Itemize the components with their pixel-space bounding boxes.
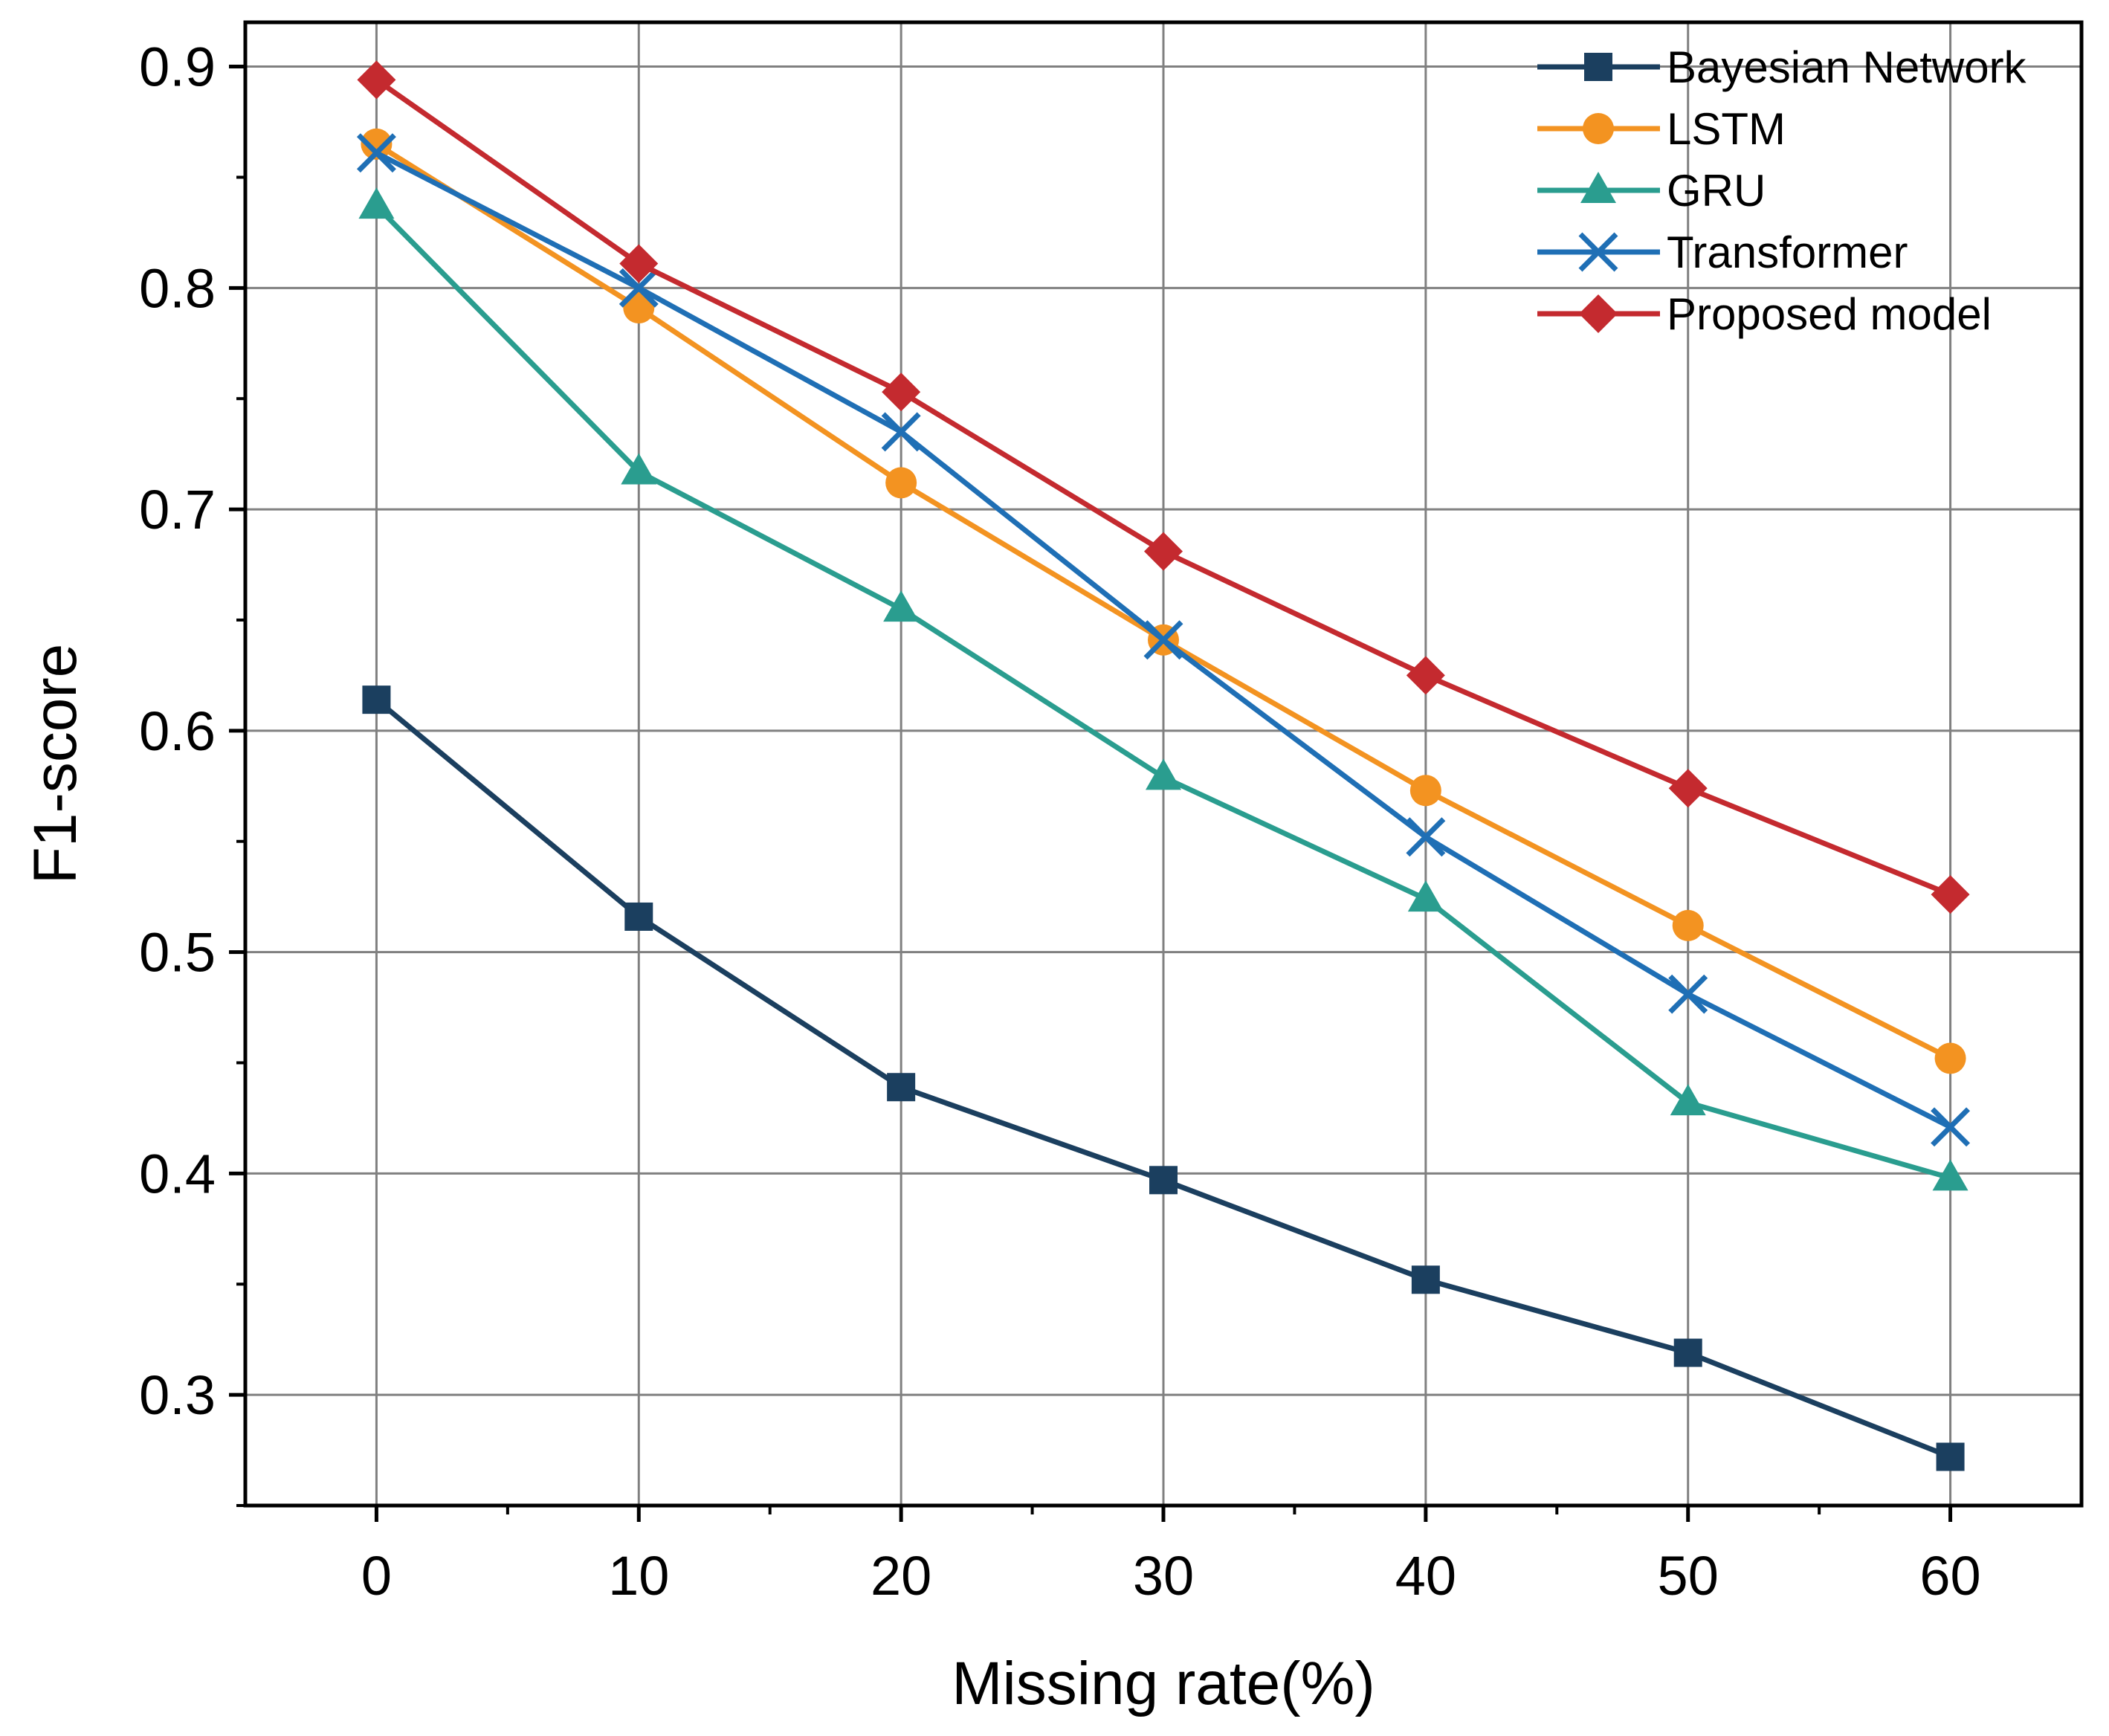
data-point-transformer [1668,974,1708,1014]
data-point-transformer [1143,620,1183,660]
data-point-transformer [1931,1107,1971,1147]
data-point-gru [1932,1159,1968,1191]
y-tick-label: 0.4 [139,1143,216,1204]
series-proposed-model [357,60,1970,914]
axis-ticks [229,65,1953,1522]
y-tick-label: 0.7 [139,479,216,541]
data-point-gru [1407,880,1444,912]
x-tick-label: 0 [361,1545,392,1607]
data-point-bayesian-network [1149,1166,1178,1195]
legend-marker [1583,113,1614,144]
data-point-proposed-model [1668,769,1708,808]
data-point-lstm [361,128,393,160]
legend-item-gru: GRU [1537,166,1766,216]
data-point-gru [883,590,920,622]
data-point-lstm [1934,1042,1966,1074]
data-point-lstm [1409,775,1441,807]
legend-item-transformer: Transformer [1537,228,1908,277]
data-point-gru [1670,1084,1706,1116]
legend-marker [1578,232,1618,272]
axis-tick-labels: 0 10 20 30 40 50 60 0.3 0.4 0.5 0.6 0.7 0.8 0.9 [139,36,1981,1607]
y-tick-label: 0.3 [139,1364,216,1426]
legend: Bayesian Network LSTM GRU Transformer Propos… [1537,42,2027,339]
y-tick-label: 0.9 [139,36,216,98]
legend-label: GRU [1667,166,1766,216]
data-point-gru [621,453,657,485]
legend-marker [1580,172,1616,203]
data-point-bayesian-network [362,685,391,714]
data-point-bayesian-network [1936,1442,1965,1471]
x-tick-label: 60 [1919,1545,1980,1607]
y-tick-label: 0.5 [139,922,216,984]
data-point-transformer [881,412,921,452]
data-point-proposed-model [357,60,396,100]
legend-marker [1584,53,1612,81]
legend-item-lstm: LSTM [1537,104,1786,154]
legend-label: Proposed model [1667,289,1992,339]
data-point-transformer [619,268,659,308]
series-transformer [356,133,1971,1147]
x-tick-label: 10 [608,1545,669,1607]
series-bayesian-network [362,685,1965,1471]
x-axis-title: Missing rate(%) [952,1650,1375,1717]
x-tick-label: 30 [1133,1545,1194,1607]
legend-label: LSTM [1667,104,1786,154]
data-point-bayesian-network [1411,1265,1440,1294]
data-point-bayesian-network [887,1073,916,1102]
data-point-proposed-model [619,244,659,283]
data-point-transformer [356,133,396,173]
legend-marker [1579,294,1618,333]
data-point-proposed-model [1144,532,1183,571]
y-tick-label: 0.8 [139,257,216,319]
series-gru [358,187,1968,1191]
data-point-proposed-model [1406,656,1445,695]
y-axis-title: F1-score [22,644,89,885]
data-point-gru [1146,758,1181,790]
data-point-transformer [1406,817,1446,857]
data-point-lstm [885,467,917,499]
legend-item-bayesian-network: Bayesian Network [1537,42,2027,92]
data-point-lstm [623,292,655,324]
data-point-proposed-model [882,372,921,412]
data-point-bayesian-network [1673,1338,1702,1367]
legend-label: Bayesian Network [1667,42,2027,92]
legend-label: Transformer [1667,228,1908,277]
data-point-lstm [1672,909,1704,941]
series-layer [356,60,1971,1471]
legend-item-proposed-model: Proposed model [1537,289,1992,339]
y-tick-label: 0.6 [139,700,216,762]
x-tick-label: 20 [871,1545,931,1607]
data-point-gru [358,187,395,219]
data-point-proposed-model [1931,875,1970,914]
x-tick-label: 40 [1395,1545,1456,1607]
x-tick-label: 50 [1658,1545,1719,1607]
gridlines [245,22,2081,1506]
data-point-bayesian-network [624,902,653,931]
